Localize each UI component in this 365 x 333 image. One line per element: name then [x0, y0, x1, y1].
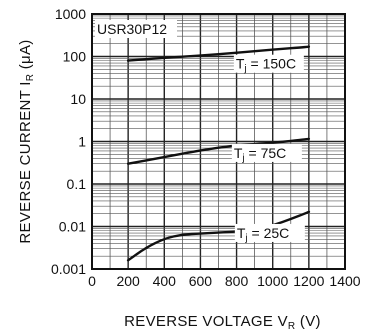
x-axis-label-unit: (V): [295, 313, 320, 330]
series-label-background: [234, 223, 305, 242]
series-label: Tj = 150C: [236, 56, 296, 75]
x-tick-label: 1200: [293, 273, 324, 289]
series-line: [126, 137, 311, 165]
x-tick-label: 0: [88, 273, 96, 289]
y-tick-label: 10: [70, 91, 86, 107]
y-axis-label-unit: (μA): [17, 39, 34, 73]
x-tick-labels: 0 200 400 600 800 1000 1200 1400: [88, 273, 361, 289]
x-axis-label: REVERSE VOLTAGE VR (V): [124, 313, 321, 332]
series-line: [126, 45, 311, 62]
series-label-rest: = 75C: [245, 145, 287, 161]
series-label: Tj = 25C: [237, 225, 289, 244]
y-tick-label: 0.1: [67, 176, 87, 192]
grid-lines: [92, 14, 345, 269]
x-axis-label-main: REVERSE VOLTAGE V: [124, 313, 288, 330]
series-label-background: [233, 54, 304, 73]
y-tick-label: 1000: [55, 6, 86, 22]
x-tick-label: 600: [189, 273, 213, 289]
plot-frame: [91, 13, 346, 270]
series-label-main: T: [234, 145, 243, 161]
y-axis-label-main: REVERSE CURRENT I: [17, 81, 34, 243]
series-label-sub: j: [241, 153, 244, 164]
chart-title: USR30P12: [97, 21, 167, 37]
series-lines: [126, 45, 311, 262]
x-axis-label-sub: R: [288, 321, 296, 332]
y-axis-label-sub: R: [25, 74, 36, 82]
x-tick-label: 800: [225, 273, 249, 289]
series-label-sub: j: [244, 233, 247, 244]
series-label-main: T: [236, 56, 245, 72]
series-line: [126, 210, 311, 262]
x-tick-label: 200: [116, 273, 140, 289]
x-tick-label: 400: [153, 273, 177, 289]
series-label: Tj = 75C: [234, 145, 286, 164]
x-tick-label: 1400: [329, 273, 360, 289]
series-label-rest: = 150C: [247, 56, 296, 72]
series-label-background: [231, 143, 302, 162]
series-label-sub: j: [243, 64, 246, 75]
chart-title-background: [95, 20, 177, 38]
series-label-main: T: [237, 225, 246, 241]
y-tick-labels: 0.001 0.01 0.1 1 10 100 1000: [51, 6, 86, 277]
y-tick-label: 0.001: [51, 261, 86, 277]
y-axis-label: REVERSE CURRENT IR (μA): [17, 39, 36, 243]
y-tick-label: 100: [63, 49, 87, 65]
series-label-rest: = 25C: [248, 225, 290, 241]
y-tick-label: 1: [78, 134, 86, 150]
y-tick-label: 0.01: [59, 219, 86, 235]
x-tick-label: 1000: [257, 273, 288, 289]
